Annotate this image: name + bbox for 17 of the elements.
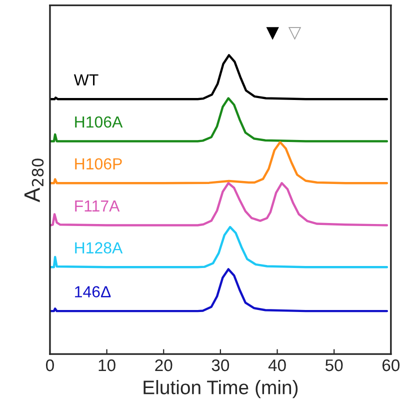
- x-tick-label: 50: [325, 359, 343, 372]
- series-label: 146Δ: [75, 286, 111, 298]
- x-tick-label: 20: [155, 359, 172, 372]
- y-axis-title: A$_{280}$: [24, 158, 44, 202]
- text: ▼: [266, 27, 279, 40]
- series-label: H106A: [75, 116, 123, 128]
- x-tick-label: 30: [212, 359, 230, 372]
- x-tick-label: 0: [46, 359, 54, 372]
- x-tick-label: 10: [98, 359, 116, 372]
- series-label: H106P: [75, 158, 122, 170]
- series-label: WT: [74, 74, 98, 86]
- x-axis-title: Elution Time (min): [144, 380, 298, 398]
- text: ▽: [288, 27, 302, 40]
- x-tick-label: 60: [382, 359, 400, 372]
- series-label: F117A: [75, 200, 120, 212]
- series-label: H128A: [75, 242, 123, 254]
- x-tick-label: 40: [268, 359, 286, 372]
